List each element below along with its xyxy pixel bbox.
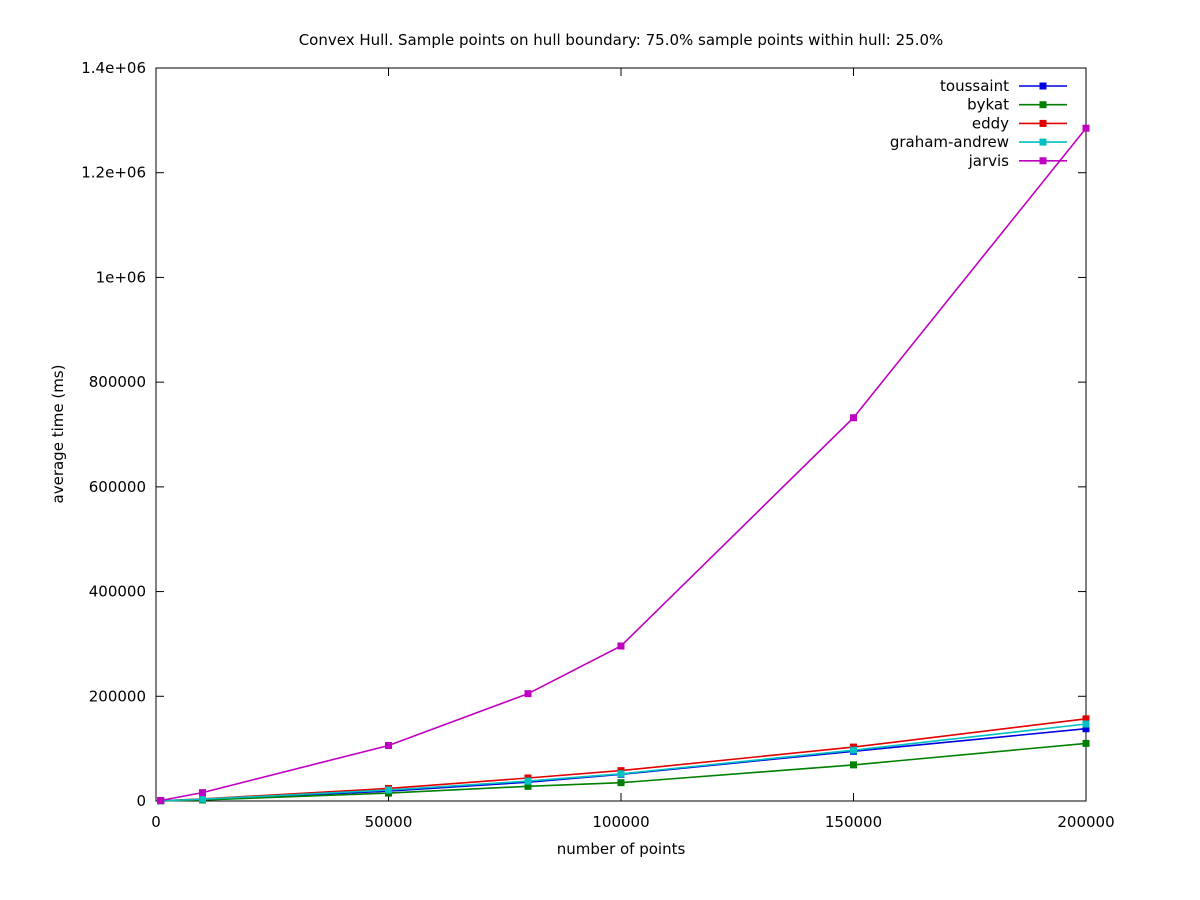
series-layer — [157, 124, 1090, 805]
data-point-jarvis — [617, 642, 625, 650]
data-point-jarvis — [385, 742, 392, 750]
x-axis: 0 50000 100000 150000 200000 — [151, 68, 1115, 831]
y-tick-label: 200000 — [89, 687, 146, 705]
legend-swatch-marker-bykat — [1039, 101, 1047, 109]
legend-label-graham-andrew: graham-andrew — [890, 133, 1009, 151]
data-point-eddy — [1082, 715, 1090, 723]
legend-swatch-marker-jarvis — [1039, 157, 1047, 165]
data-point-bykat — [524, 782, 532, 790]
x-tick-label: 100000 — [592, 813, 649, 831]
y-axis-label: average time (ms) — [49, 365, 67, 504]
x-tick-label: 50000 — [365, 813, 413, 831]
x-tick-label: 200000 — [1057, 813, 1114, 831]
x-tick-label: 150000 — [825, 813, 882, 831]
data-point-jarvis — [157, 796, 165, 804]
data-point-jarvis — [199, 789, 206, 797]
data-point-jarvis — [524, 690, 532, 698]
data-point-graham-andrew — [199, 795, 206, 803]
y-tick-label: 1.2e+06 — [81, 164, 146, 182]
legend-label-jarvis: jarvis — [968, 152, 1010, 170]
data-point-graham-andrew — [1082, 720, 1090, 728]
x-tick-label: 0 — [151, 813, 161, 831]
y-tick-label: 0 — [136, 792, 146, 810]
data-point-bykat — [1082, 739, 1090, 747]
y-tick-label: 800000 — [89, 373, 146, 391]
legend-swatch-marker-eddy — [1039, 119, 1047, 127]
legend-label-eddy: eddy — [972, 114, 1009, 132]
legend-label-bykat: bykat — [967, 96, 1009, 114]
data-point-jarvis — [850, 414, 857, 422]
data-point-graham-andrew — [850, 746, 857, 754]
legend-label-toussaint: toussaint — [940, 77, 1009, 95]
data-point-graham-andrew — [617, 770, 625, 778]
data-point-bykat — [850, 761, 857, 769]
series-jarvis — [157, 124, 1090, 804]
data-point-toussaint — [1082, 725, 1090, 733]
y-tick-label: 1e+06 — [96, 268, 146, 286]
x-axis-label: number of points — [557, 840, 686, 858]
y-tick-label: 600000 — [89, 478, 146, 496]
data-point-graham-andrew — [385, 786, 392, 794]
legend-swatch-marker-toussaint — [1039, 82, 1047, 90]
legend-swatch-marker-graham-andrew — [1039, 138, 1047, 146]
y-tick-label: 400000 — [89, 583, 146, 601]
chart-title: Convex Hull. Sample points on hull bound… — [299, 31, 944, 49]
data-point-bykat — [617, 779, 625, 787]
data-point-graham-andrew — [524, 777, 532, 785]
y-tick-label: 1.4e+06 — [81, 59, 146, 77]
data-point-jarvis — [1082, 124, 1090, 132]
y-axis: 0 200000 400000 600000 800000 1e+06 1.2e+06 1.4… — [81, 59, 1086, 810]
